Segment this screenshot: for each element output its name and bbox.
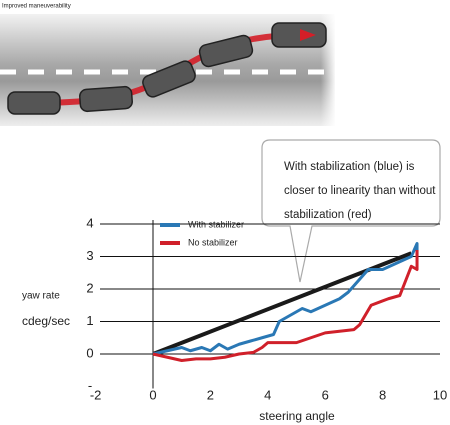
y-tick-label: 0 <box>86 345 93 360</box>
y-axis-label: yaw rate <box>22 291 60 302</box>
caption: Improved maneuverability <box>2 4 71 10</box>
road-illustration <box>0 14 336 126</box>
legend-label: No stabilizer <box>188 237 238 247</box>
x-tick-label: -2 <box>90 387 102 402</box>
x-tick-label: 0 <box>149 387 156 402</box>
x-tick-label: 10 <box>433 387 447 402</box>
annotation: closer to linearity than without <box>284 185 436 197</box>
y-tick-label: 1 <box>86 313 93 328</box>
y-tick-label: 3 <box>86 248 93 263</box>
x-tick-label: 8 <box>379 387 386 402</box>
callout <box>261 139 441 283</box>
x-tick-label: 6 <box>322 387 329 402</box>
x-tick-label: 2 <box>207 387 214 402</box>
annotation: With stabilization (blue) is <box>284 161 415 173</box>
y-tick-label: 2 <box>86 280 93 295</box>
chart: - 0 1 2 3 4 -2 0 2 4 6 8 10 yaw rate cdeg/sec steering … <box>22 161 447 423</box>
series-line <box>152 242 419 356</box>
x-tick-label: 4 <box>264 387 271 402</box>
annotation: stabilization (red) <box>284 209 372 221</box>
series-line <box>152 250 419 362</box>
legend-label: With stabilizer <box>188 219 244 229</box>
y-axis-label: cdeg/sec <box>22 314 70 328</box>
x-axis-label: steering angle <box>259 409 335 423</box>
y-tick-label: - <box>88 378 92 393</box>
y-tick-label: 4 <box>86 215 93 230</box>
